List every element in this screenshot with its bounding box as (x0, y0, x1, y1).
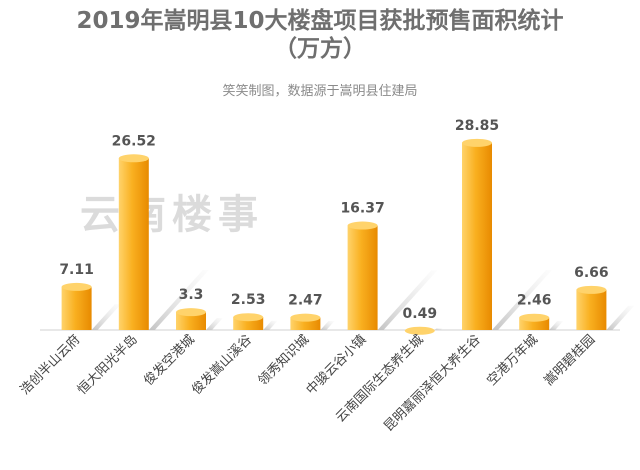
bar-shadow (320, 320, 335, 330)
data-label: 6.66 (574, 265, 609, 281)
bar-top (519, 313, 550, 322)
data-label: 26.52 (112, 133, 156, 149)
bar-top (404, 326, 435, 335)
data-label: 7.11 (59, 262, 94, 278)
watermark: 云南楼事 (80, 192, 264, 238)
chart-title: 2019年嵩明县10大楼盘项目获批预售面积统计 (76, 8, 564, 34)
chart-unit-subtitle: （万方） (274, 36, 366, 62)
category-label: 昆明嘉丽泽恒大养生谷 (381, 332, 484, 435)
bar-top (576, 285, 607, 294)
bar-top (61, 282, 92, 291)
data-source-note: 笑笑制图，数据源于嵩明县住建局 (222, 84, 418, 99)
bar (576, 289, 607, 330)
data-label: 3.3 (179, 287, 204, 303)
bar-shadow (377, 270, 438, 330)
data-label: 28.85 (455, 118, 499, 134)
data-label: 16.37 (340, 201, 384, 217)
data-label: 2.46 (517, 293, 552, 309)
data-label: 0.49 (403, 306, 438, 322)
bar-top (118, 154, 149, 163)
bar-top (462, 138, 492, 147)
data-label: 2.47 (288, 293, 323, 309)
bar-top (176, 308, 206, 317)
category-label: 恒大阳光半岛 (74, 332, 140, 398)
bar-top (347, 221, 378, 230)
bar (347, 225, 378, 330)
data-label: 2.53 (231, 292, 266, 308)
plot-area: 7.11 浩创半山云府 26.52 恒大阳光半岛 3.3 俊发空港城 2.53 俊发嵩山溪谷 2… (18, 118, 635, 435)
bar-shadow (434, 328, 443, 330)
bar-shadow (206, 317, 223, 330)
category-label: 嵩明碧桂园 (542, 332, 599, 389)
bar-shadow (549, 321, 564, 330)
bar-shadow (91, 304, 121, 330)
bar-shadow (148, 270, 209, 330)
bar-top (233, 313, 264, 322)
category-label: 空港万年城 (484, 332, 541, 389)
bar (118, 158, 149, 330)
category-label: 俊发空港城 (141, 332, 198, 389)
bar-shadow (263, 320, 278, 330)
category-label: 浩创半山云府 (18, 332, 84, 398)
bar-top (290, 313, 321, 322)
category-label: 俊发嵩山溪谷 (189, 332, 255, 398)
bar (462, 142, 492, 330)
category-label: 领秀知识城 (255, 332, 312, 389)
bar (176, 312, 206, 330)
bar (61, 286, 92, 330)
bar-shadow (606, 305, 635, 330)
bar-shadow (492, 270, 552, 330)
